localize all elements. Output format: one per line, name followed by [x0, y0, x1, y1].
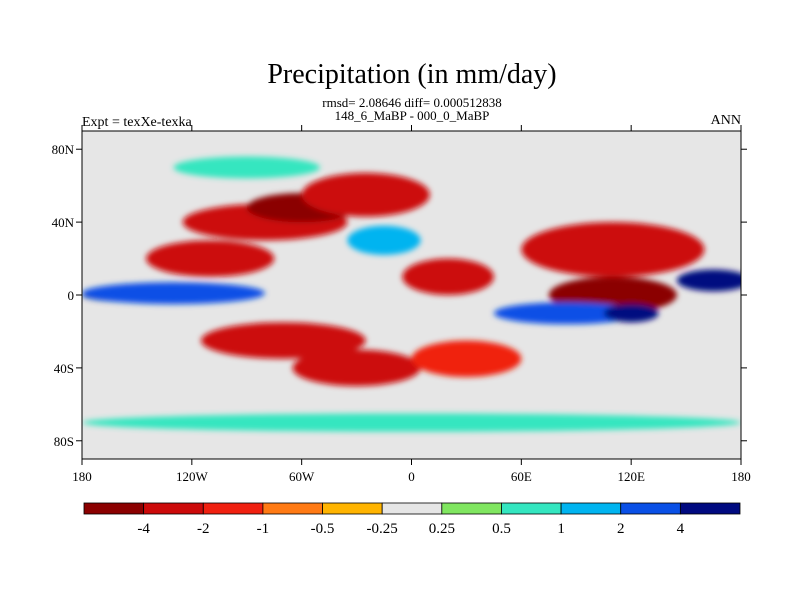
- anomaly-region-e-pacific-wet: [676, 269, 741, 292]
- colorbar-swatch: [679, 502, 741, 515]
- colorbar-swatch: [83, 502, 145, 515]
- colorbar-swatch: [441, 502, 502, 515]
- colorbar-swatch: [322, 502, 383, 515]
- x-tick-label: 180: [731, 469, 751, 484]
- anomaly-region-africa-dry-core: [402, 258, 494, 295]
- anomaly-region-n-atlantic-dry: [301, 172, 430, 217]
- colorbar-label: 0.5: [492, 521, 511, 537]
- chart-stats: rmsd= 2.08646 diff= 0.000512838: [322, 95, 501, 110]
- y-tick-label: 0: [68, 288, 75, 303]
- colorbar-swatch: [262, 502, 323, 515]
- colorbar-label: -4: [137, 521, 150, 537]
- y-tick-label: 80S: [54, 434, 74, 449]
- colorbar-label: -1: [257, 521, 270, 537]
- colorbar-label: -0.25: [367, 521, 398, 537]
- anomaly-region-tropical-pacific-wet-band: [82, 282, 266, 305]
- colorbar-swatch: [560, 502, 622, 515]
- map-plot-area: [81, 130, 742, 460]
- x-tick-label: 120W: [176, 469, 209, 484]
- map-axes: 180 120W 60W 0 60E 120E 180 80N 40N 0 40S 80S: [52, 125, 751, 484]
- colorbar-label: 4: [677, 521, 685, 537]
- y-tick-label: 40S: [54, 361, 74, 376]
- colorbar-label: -0.5: [311, 521, 335, 537]
- experiment-label: Expt = texXe-texka: [82, 115, 193, 130]
- y-tick-label: 80N: [52, 142, 75, 157]
- season-label: ANN: [711, 113, 741, 128]
- anomaly-region-asia-dry: [521, 222, 705, 277]
- chart-subtitle: 148_6_MaBP - 000_0_MaBP: [335, 108, 490, 123]
- anomaly-region-indian-ocean-wet: [493, 302, 641, 325]
- colorbar: -4 -2 -1 -0.5 -0.25 0.25 0.5 1 2 4: [83, 502, 741, 537]
- x-tick-label: 120E: [617, 469, 645, 484]
- colorbar-label: 2: [617, 521, 625, 537]
- anomaly-region-arctic-wet: [173, 156, 320, 179]
- anomaly-region-equatorial-dry-central: [146, 240, 275, 277]
- colorbar-label: -2: [197, 521, 210, 537]
- colorbar-swatch: [143, 502, 204, 515]
- colorbar-swatch: [381, 502, 443, 515]
- chart-title: Precipitation (in mm/day): [267, 59, 556, 90]
- anomaly-region-s-ocean-wet-band: [82, 413, 741, 432]
- colorbar-swatch: [620, 502, 681, 515]
- y-tick-label: 40N: [52, 215, 75, 230]
- x-tick-label: 0: [408, 469, 415, 484]
- x-tick-label: 60E: [511, 469, 532, 484]
- colorbar-swatch: [501, 502, 562, 515]
- anomaly-region-s-atlantic-dry: [292, 349, 421, 387]
- colorbar-swatch: [202, 502, 264, 515]
- x-tick-label: 180: [72, 469, 92, 484]
- colorbar-label: 0.25: [429, 521, 455, 537]
- anomaly-region-s-indian-wet-core: [603, 304, 659, 323]
- colorbar-label: 1: [557, 521, 565, 537]
- anomaly-region-atlantic-wet: [347, 225, 421, 255]
- anomaly-region-s-africa-dry: [411, 340, 522, 377]
- x-tick-label: 60W: [289, 469, 315, 484]
- anomaly-region-s-pacific-dry-diagonal: [200, 322, 366, 359]
